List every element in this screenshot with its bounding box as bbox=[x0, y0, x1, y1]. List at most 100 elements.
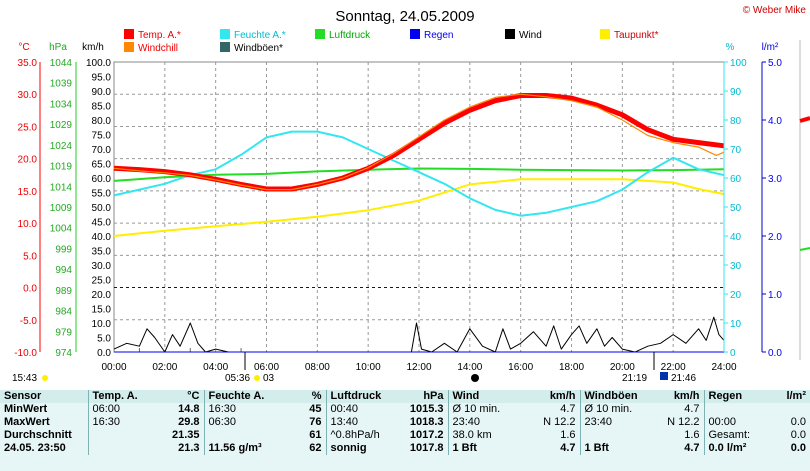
wind-tick-label: 55.0 bbox=[92, 189, 112, 200]
summary-cell-wind_a: 23:40 bbox=[447, 416, 520, 429]
summary-cell-temp_val: 21.35 bbox=[171, 429, 200, 441]
wind-tick-label: 20.0 bbox=[92, 290, 112, 301]
temp-tick-label: 10.0 bbox=[18, 219, 38, 230]
sunset-label: 21:19 bbox=[622, 373, 647, 384]
summary-cell-rain_b bbox=[776, 403, 810, 416]
humidity-tick-label: 50 bbox=[730, 203, 742, 214]
rain-tick-label: 5.0 bbox=[768, 58, 782, 69]
x-tick-label: 10:00 bbox=[356, 362, 381, 373]
pressure-tick-label: 999 bbox=[55, 244, 72, 255]
time-left-label: 15:43 bbox=[12, 373, 37, 384]
x-tick-label: 08:00 bbox=[305, 362, 330, 373]
temp-tick-label: 5.0 bbox=[23, 251, 37, 262]
series-line-dewpoint bbox=[113, 178, 725, 237]
summary-cell-label: MinWert bbox=[4, 403, 48, 415]
pressure-tick-label: 984 bbox=[55, 307, 72, 318]
sunrise-label: 05:36 bbox=[225, 373, 250, 384]
summary-rows: MinWert 06:00 14.8 16:30 45 00:40 1015.3 Ø 10 m… bbox=[0, 403, 810, 455]
legend-label-humidity: Feuchte A.* bbox=[234, 30, 286, 41]
summary-cell-temp_val: 14.8 bbox=[178, 403, 200, 415]
legend-swatch-rain bbox=[410, 29, 420, 39]
wind-tick-label: 65.0 bbox=[92, 160, 112, 171]
moon-phase-icon bbox=[471, 374, 479, 382]
summary-cell-hum_time: 11.56 g/m³ bbox=[203, 442, 282, 455]
neighbor-temp-stub bbox=[799, 116, 810, 123]
legend-label-wind: Wind bbox=[519, 30, 542, 41]
summary-row: MinWert 06:00 14.8 16:30 45 00:40 1015.3 Ø 10 m… bbox=[0, 403, 810, 416]
header-gust: Windböen bbox=[579, 390, 652, 403]
rain-tick-label: 1.0 bbox=[768, 290, 782, 301]
summary-cell-gust_b: 1.6 bbox=[684, 429, 700, 441]
wind-tick-label: 50.0 bbox=[92, 203, 112, 214]
pressure-tick-label: 974 bbox=[55, 348, 72, 359]
summary-cell-wind_b: 4.7 bbox=[560, 442, 576, 454]
wind-tick-label: 15.0 bbox=[92, 305, 112, 316]
summary-cell-temp_time: 16:30 bbox=[87, 416, 156, 429]
header-rain-unit: l/m² bbox=[776, 390, 810, 403]
wind-tick-label: 30.0 bbox=[92, 261, 112, 272]
legend-label-gust: Windböen* bbox=[234, 43, 283, 54]
summary-cell-gust_a: 1 Bft bbox=[579, 442, 652, 455]
legend-swatch-temp bbox=[124, 29, 134, 39]
temp-tick-label: 25.0 bbox=[18, 122, 38, 133]
humidity-tick-label: 80 bbox=[730, 116, 742, 127]
summary-cell-rain_a: 00:00 bbox=[703, 416, 776, 429]
header-hum-unit: % bbox=[282, 390, 326, 403]
summary-row: Durchschnitt 21.35 61 ^0.8hPa/h 1017.2 38.0 k… bbox=[0, 429, 810, 442]
humidity-tick-label: 70 bbox=[730, 145, 742, 156]
summary-cell-wind_a: 1 Bft bbox=[447, 442, 520, 455]
neighbor-pressure-stub bbox=[799, 247, 810, 251]
rain-tick-label: 0.0 bbox=[768, 348, 782, 359]
summary-cell-press_time: 13:40 bbox=[325, 416, 404, 429]
header-rain: Regen bbox=[703, 390, 776, 403]
temp-tick-label: 15.0 bbox=[18, 187, 38, 198]
legend-swatch-windchill bbox=[124, 42, 134, 52]
summary-header-row: Sensor Temp. A. °C Feuchte A. % Luftdruc… bbox=[0, 390, 810, 403]
summary-cell-rain_b: 0.0 bbox=[790, 442, 806, 454]
moon-right-label: 21:46 bbox=[671, 373, 696, 384]
wind-tick-label: 25.0 bbox=[92, 276, 112, 287]
x-tick-label: 22:00 bbox=[661, 362, 686, 373]
moon-left-label: 03 bbox=[263, 373, 275, 384]
wind-tick-label: 95.0 bbox=[92, 73, 112, 84]
summary-cell-hum_time: 16:30 bbox=[203, 403, 282, 416]
wind-tick-label: 5.0 bbox=[97, 334, 111, 345]
summary-cell-wind_b: 4.7 bbox=[560, 403, 576, 415]
header-sensor: Sensor bbox=[0, 390, 88, 403]
temp-tick-label: 0.0 bbox=[23, 284, 37, 295]
summary-cell-wind_a: Ø 10 min. bbox=[447, 403, 520, 416]
header-wind: Wind bbox=[447, 390, 520, 403]
summary-cell-hum_val: 61 bbox=[309, 429, 322, 441]
humidity-tick-label: 10 bbox=[730, 319, 742, 330]
wind-tick-label: 35.0 bbox=[92, 247, 112, 258]
legend: Temp. A.* Feuchte A.* Luftdruck Regen Wind Ta… bbox=[124, 29, 659, 54]
pressure-axis-unit: hPa bbox=[49, 42, 67, 53]
summary-cell-hum_val: 76 bbox=[309, 416, 322, 428]
summary-cell-wind_b: 1.6 bbox=[560, 429, 576, 441]
x-tick-label: 04:00 bbox=[203, 362, 228, 373]
summary-cell-label: Durchschnitt bbox=[4, 429, 72, 441]
wind-tick-label: 40.0 bbox=[92, 232, 112, 243]
temp-axis-unit: °C bbox=[18, 42, 29, 53]
pressure-tick-label: 1024 bbox=[50, 141, 73, 152]
pressure-tick-label: 1014 bbox=[50, 182, 73, 193]
summary-table: Sensor Temp. A. °C Feuchte A. % Luftdruc… bbox=[0, 390, 810, 471]
summary-row: MaxWert 16:30 29.8 06:30 76 13:40 1018.3 23:40 N… bbox=[0, 416, 810, 429]
summary-cell-temp_time bbox=[87, 442, 156, 455]
temp-tick-label: -10.0 bbox=[14, 348, 37, 359]
humidity-tick-label: 40 bbox=[730, 232, 742, 243]
chart-title: Sonntag, 24.05.2009 bbox=[335, 8, 474, 25]
legend-label-windchill: Windchill bbox=[138, 43, 178, 54]
header-gust-unit: km/h bbox=[652, 390, 704, 403]
summary-cell-gust_b: N 12.2 bbox=[667, 416, 700, 428]
summary-cell-gust_b: 4.7 bbox=[684, 403, 700, 415]
legend-label-temp: Temp. A.* bbox=[138, 30, 181, 41]
pressure-tick-label: 979 bbox=[55, 327, 72, 338]
x-tick-label: 00:00 bbox=[101, 362, 126, 373]
summary-cell-rain_b: 0.0 bbox=[790, 429, 806, 441]
summary-cell-gust_a: Ø 10 min. bbox=[579, 403, 652, 416]
x-tick-label: 24:00 bbox=[711, 362, 736, 373]
wind-tick-label: 75.0 bbox=[92, 131, 112, 142]
temp-tick-label: 35.0 bbox=[18, 58, 38, 69]
summary-cell-press_val: 1017.8 bbox=[409, 442, 444, 454]
